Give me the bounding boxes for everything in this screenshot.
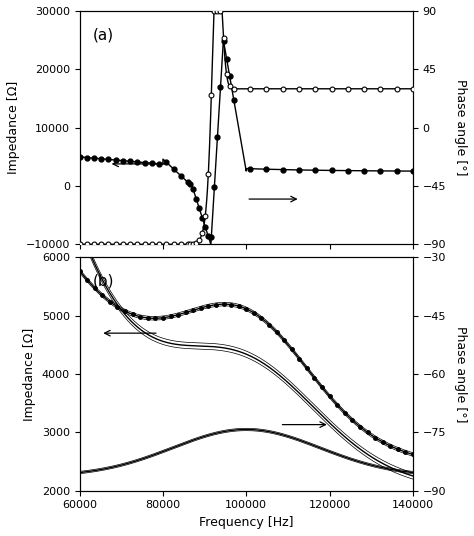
Y-axis label: Impedance [Ω]: Impedance [Ω] xyxy=(7,81,20,174)
Y-axis label: Phase angle [°]: Phase angle [°] xyxy=(454,79,467,176)
Y-axis label: Phase angle [°]: Phase angle [°] xyxy=(454,326,467,422)
Text: (a): (a) xyxy=(93,27,114,42)
Text: (b): (b) xyxy=(93,273,114,288)
X-axis label: Frequency [Hz]: Frequency [Hz] xyxy=(199,516,293,529)
Y-axis label: Impedance [Ω]: Impedance [Ω] xyxy=(23,327,36,421)
